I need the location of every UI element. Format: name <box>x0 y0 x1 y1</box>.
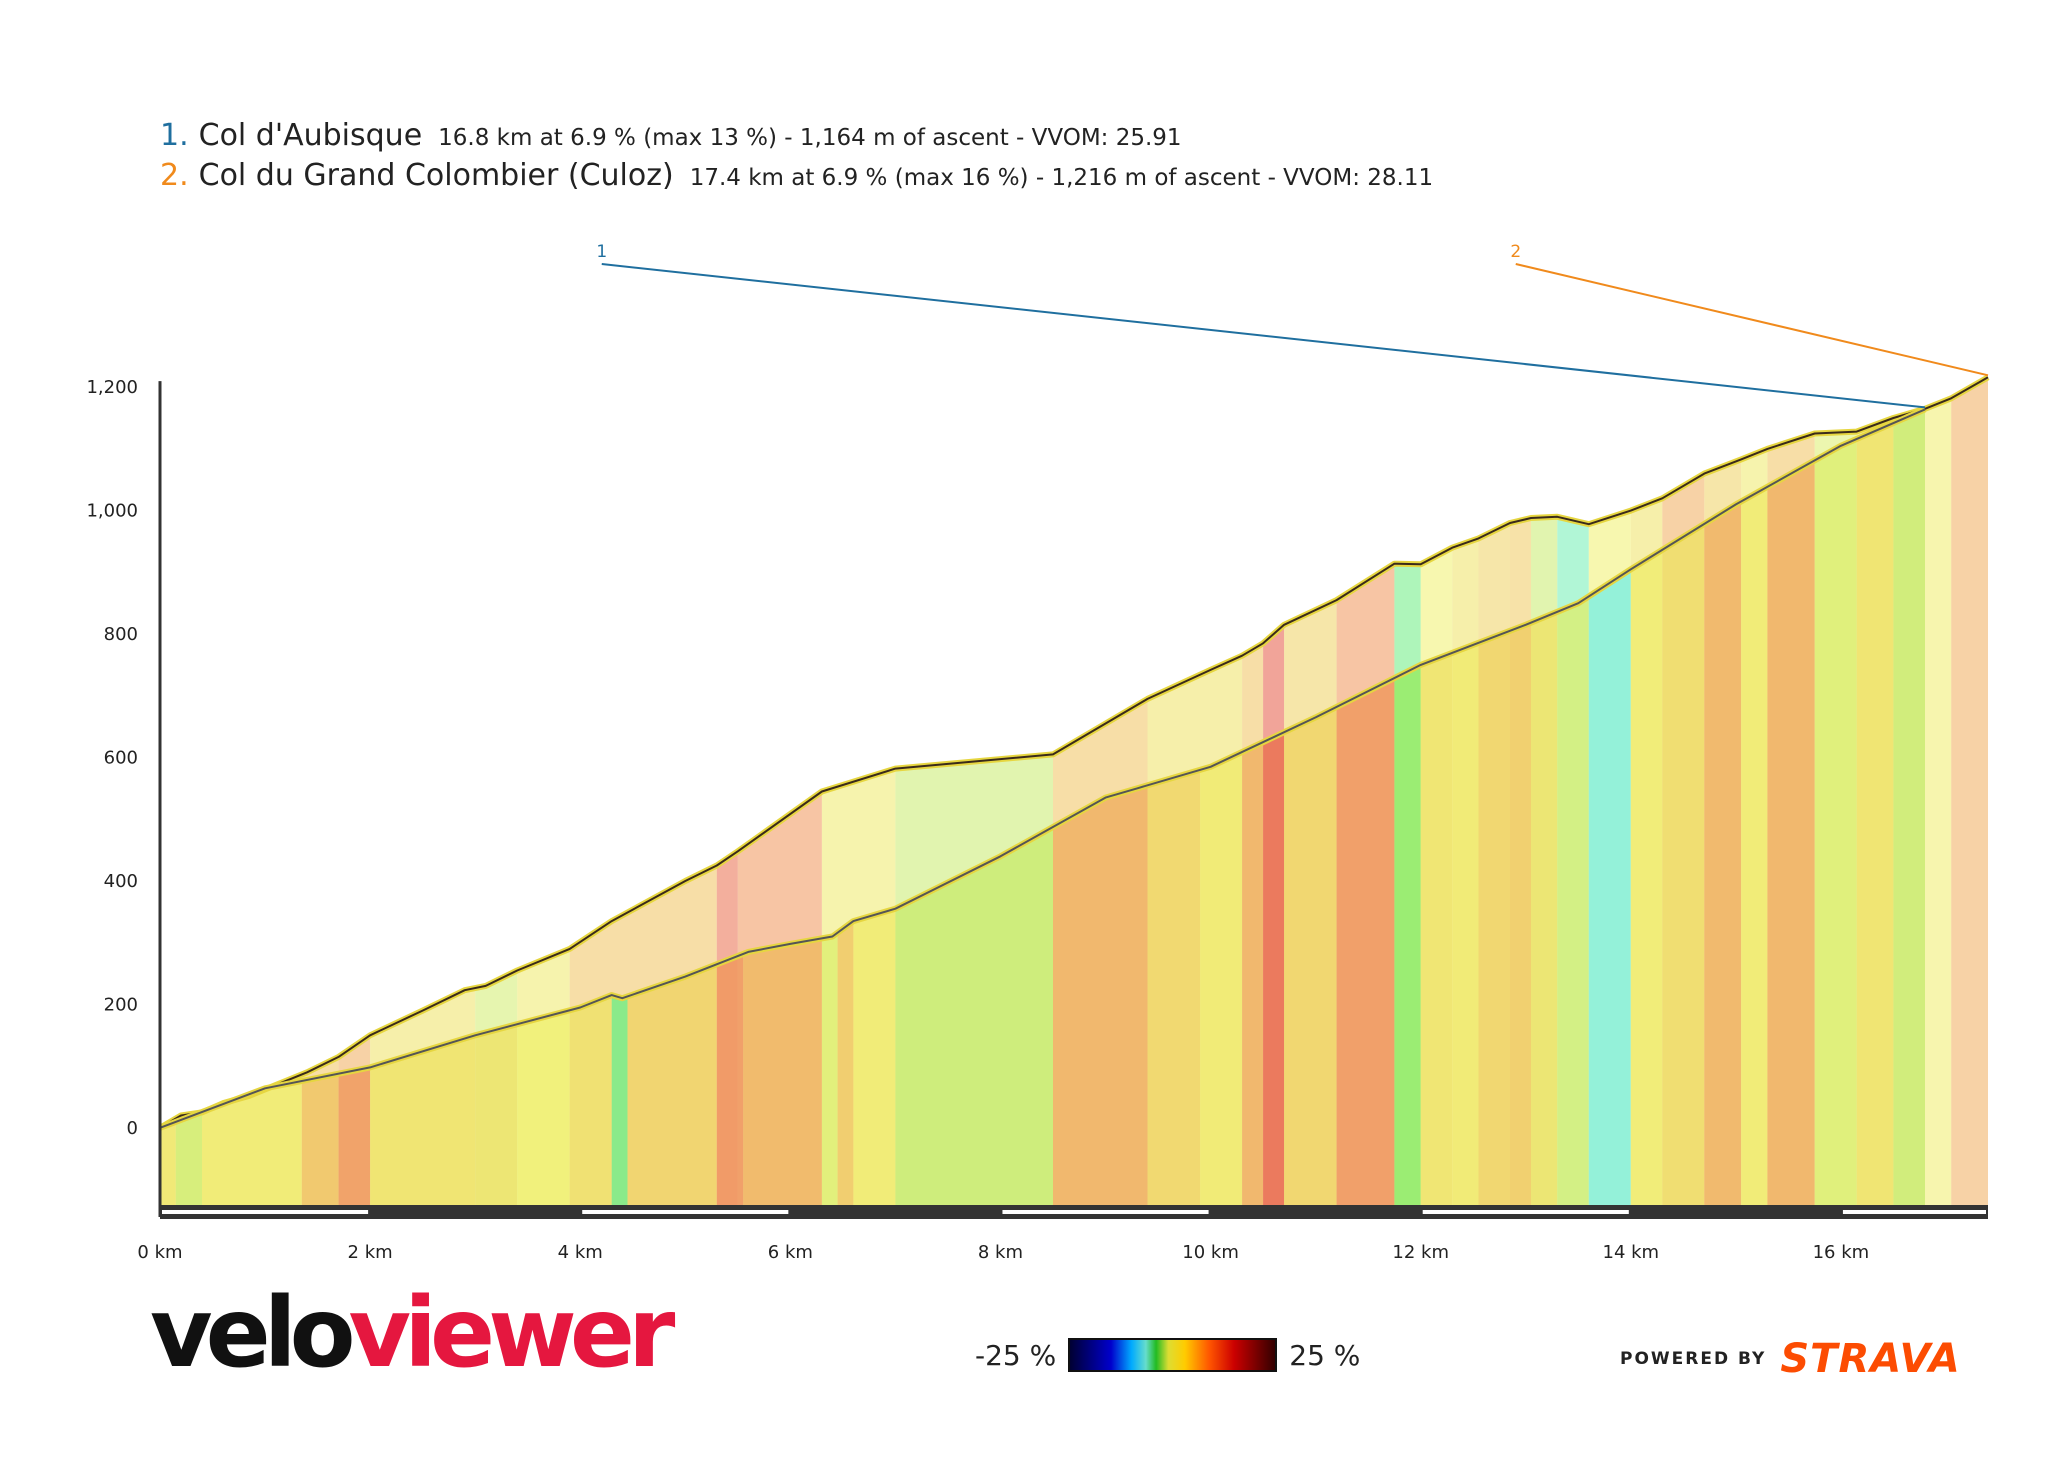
climb-1-band-21 <box>1263 732 1285 1205</box>
climb-1-band-31 <box>1588 569 1631 1205</box>
climb-1-band-39 <box>1893 409 1925 1205</box>
climb-1-band-13 <box>821 932 838 1205</box>
climb-1-band-20 <box>1242 742 1264 1205</box>
x-tick-label: 6 km <box>768 1242 813 1263</box>
y-tick-label: 1,200 <box>86 377 138 398</box>
x-tick-label: 0 km <box>137 1242 182 1263</box>
climb-1-band-4 <box>338 1067 371 1205</box>
climb-1-band-33 <box>1662 523 1705 1205</box>
y-tick-label: 800 <box>104 624 138 645</box>
gradient-scale: -25 % 25 % <box>975 1338 1360 1372</box>
axes: 0 200 400 600 800 1,000 1,200 0 km 2 km 4 km 6 km 8… <box>86 377 1988 1263</box>
y-tick-label: 200 <box>104 994 138 1015</box>
x-tick-label: 8 km <box>978 1242 1023 1263</box>
x-tick-label: 12 km <box>1392 1242 1449 1263</box>
climb-1-band-16 <box>895 826 1053 1205</box>
climb-1-band-18 <box>1147 769 1201 1205</box>
x-axis-km-segment <box>162 1210 369 1214</box>
climb-1-band-11 <box>716 954 744 1205</box>
climb-1-band-17 <box>1053 785 1148 1205</box>
climb-1-band-35 <box>1741 486 1768 1205</box>
legend-stats-1: 16.8 km at 6.9 % (max 13 %) - 1,164 m of… <box>438 125 1182 151</box>
climb-1-band-5 <box>370 1035 476 1205</box>
climb-1-band-22 <box>1284 706 1337 1205</box>
x-tick-label: 14 km <box>1603 1242 1660 1263</box>
gradient-scale-max: 25 % <box>1289 1338 1361 1372</box>
climb-1-band-3 <box>301 1073 339 1205</box>
climb-2-band-35 <box>1925 398 1952 1205</box>
y-tick-label: 0 <box>127 1118 138 1139</box>
legend-name-2: Col du Grand Colombier (Culoz) <box>198 158 674 193</box>
climb-1-band-25 <box>1420 652 1453 1205</box>
climb-1-band-24 <box>1394 664 1421 1205</box>
logo-viewer: viewer <box>348 1277 676 1389</box>
y-tick-label: 600 <box>104 748 138 769</box>
climb-1-band-27 <box>1478 630 1510 1205</box>
climb-1-band-30 <box>1557 596 1589 1205</box>
x-tick-label: 16 km <box>1813 1242 1870 1263</box>
climb-1-band-28 <box>1510 622 1531 1205</box>
climb-1-gradient-bands <box>160 409 1925 1205</box>
x-axis-km-segment <box>582 1210 789 1214</box>
legend-item-climb-1: 1. Col d'Aubisque 16.8 km at 6.9 % (max … <box>160 118 1433 158</box>
legend-stats-2: 17.4 km at 6.9 % (max 16 %) - 1,216 m of… <box>689 165 1434 191</box>
logo-velo: velo <box>150 1277 356 1389</box>
x-axis-km-segment <box>1422 1210 1629 1214</box>
climb-1-band-1 <box>175 1112 202 1205</box>
elevation-profile-chart: 0 200 400 600 800 1,000 1,200 0 km 2 km 4 km 6 km 8… <box>86 242 1990 1263</box>
climb-1-band-10 <box>627 964 717 1205</box>
climb-1-band-14 <box>837 921 854 1205</box>
climb-2-band-36 <box>1951 377 1988 1205</box>
legend-name-1: Col d'Aubisque <box>198 118 423 153</box>
climb-1-band-32 <box>1630 549 1663 1205</box>
climb-1-band-7 <box>517 1010 570 1205</box>
climb-1-band-36 <box>1767 460 1815 1205</box>
climb-1-marker-label: 1 <box>596 242 607 262</box>
climb-1-band-9 <box>611 995 628 1205</box>
x-axis-km-segment <box>1002 1210 1209 1214</box>
climb-1-band-19 <box>1200 752 1243 1205</box>
gradient-scale-min: -25 % <box>975 1338 1057 1372</box>
climb-2-profile-line <box>159 376 1989 1129</box>
climb-1-leader-line <box>601 263 1926 409</box>
climb-1-band-26 <box>1452 642 1479 1205</box>
legend-item-climb-2: 2. Col du Grand Colombier (Culoz) 17.4 k… <box>160 158 1433 198</box>
legend: 1. Col d'Aubisque 16.8 km at 6.9 % (max … <box>160 118 1433 198</box>
climb-1-band-6 <box>475 1024 518 1205</box>
climb-1-band-29 <box>1531 611 1558 1205</box>
climb-1-band-15 <box>853 908 896 1205</box>
climb-1-band-38 <box>1856 423 1894 1205</box>
y-tick-label: 400 <box>104 871 138 892</box>
climb-1-band-2 <box>202 1081 302 1205</box>
x-tick-label: 4 km <box>558 1242 603 1263</box>
x-axis-km-segment <box>1842 1210 1986 1214</box>
legend-number-2: 2. <box>160 158 189 193</box>
strava-logo: STRAVA <box>1780 1336 1961 1382</box>
climb-2-leader-line <box>1515 263 1989 377</box>
legend-number-1: 1. <box>160 118 189 153</box>
x-tick-label: 2 km <box>348 1242 393 1263</box>
climb-1-band-8 <box>569 995 612 1205</box>
climb-1-band-37 <box>1814 439 1857 1205</box>
powered-by-strava: POWERED BY STRAVA <box>1620 1336 1961 1382</box>
y-tick-label: 1,000 <box>86 501 138 522</box>
climb-2-marker-label: 2 <box>1510 242 1521 262</box>
veloviewer-logo: veloviewer <box>150 1285 675 1381</box>
climb-1-band-23 <box>1336 678 1395 1205</box>
gradient-color-bar <box>1068 1338 1278 1372</box>
powered-by-label: POWERED BY <box>1620 1349 1767 1369</box>
climb-1-band-12 <box>743 938 822 1205</box>
x-tick-label: 10 km <box>1182 1242 1239 1263</box>
profile-lines <box>158 374 1990 1131</box>
climb-1-band-34 <box>1704 501 1742 1205</box>
climb-1-band-0 <box>160 1121 176 1205</box>
climb-1-profile-line <box>159 408 1926 1129</box>
